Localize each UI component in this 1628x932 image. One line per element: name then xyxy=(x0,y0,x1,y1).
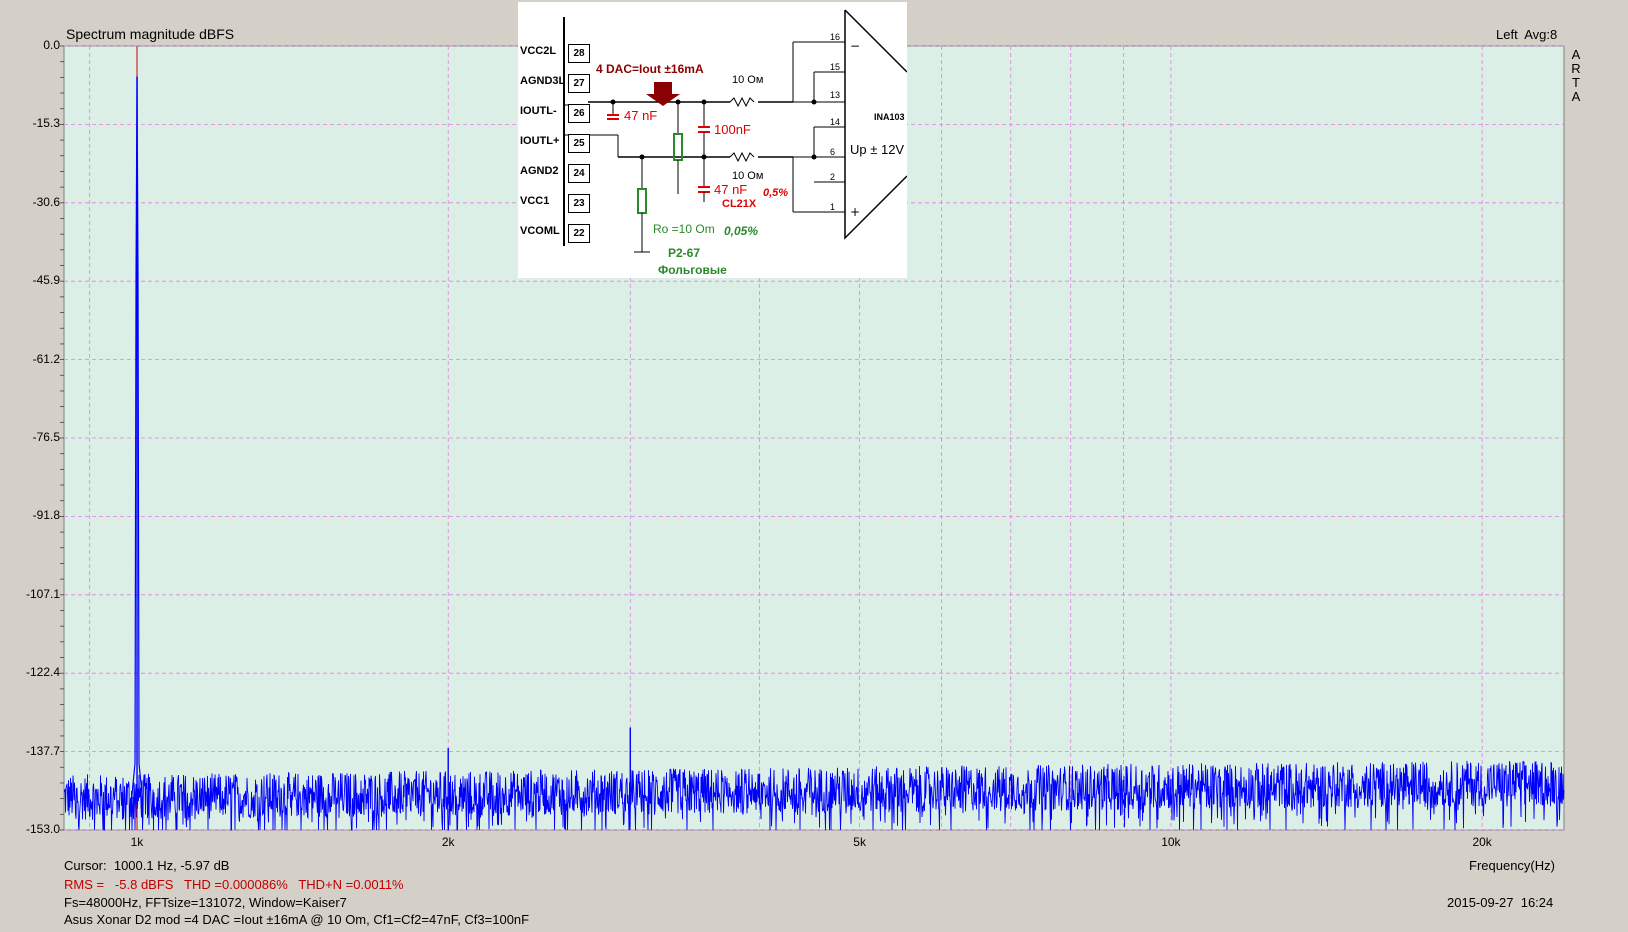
y-tick-label: -153.0 xyxy=(25,822,60,836)
resistor-type: P2-67 xyxy=(668,246,701,260)
x-tick-label: 5k xyxy=(853,835,866,849)
cap3-type: CL21X xyxy=(722,198,757,210)
cursor-readout: Cursor: 1000.1 Hz, -5.97 dB xyxy=(64,858,230,873)
timestamp: 2015-09-27 16:24 xyxy=(1447,895,1554,910)
y-tick-label: -15.3 xyxy=(32,116,60,131)
opamp-pin-number: 15 xyxy=(830,62,841,72)
ic-pin-name: AGND3L xyxy=(520,75,566,87)
ic-pin-name: AGND2 xyxy=(520,165,559,177)
res-top-label: 10 Ом xyxy=(732,74,764,86)
ic-pin-number: 24 xyxy=(568,164,590,183)
ic-pin-number: 27 xyxy=(568,74,590,93)
svg-text:+: + xyxy=(850,205,860,219)
y-tick-label: 0.0 xyxy=(43,38,60,52)
measurement-readout: RMS = -5.8 dBFS THD =0.000086% THD+N =0.… xyxy=(64,877,404,892)
supply-label: Up ± 12V xyxy=(850,142,905,157)
ro-label: Ro =10 Om xyxy=(653,222,715,236)
x-tick-label: 20k xyxy=(1472,835,1492,849)
y-tick-label: -107.1 xyxy=(25,586,60,601)
x-tick-label: 10k xyxy=(1161,835,1181,849)
y-tick-label: -76.5 xyxy=(32,430,60,444)
fft-params: Fs=48000Hz, FFTsize=131072, Window=Kaise… xyxy=(64,895,347,910)
ic-pin-number: 28 xyxy=(568,44,590,63)
opamp-pin-number: 6 xyxy=(830,147,836,157)
noise-floor-trace xyxy=(63,760,1565,831)
cap2-label: 100nF xyxy=(714,122,751,137)
schematic-overlay: − + VCC2L 28 AGND3L 27 IOUTL- 26 IOUTL+ 25 AGND2… xyxy=(518,2,907,278)
y-tick-label: -91.8 xyxy=(32,508,60,523)
ic-pin-name: VCC1 xyxy=(520,195,550,207)
ic-pin-name: VCC2L xyxy=(520,45,557,57)
ic-pin-name: VCOML xyxy=(520,225,560,237)
x-tick-label: 1k xyxy=(130,835,144,849)
fundamental-peak xyxy=(130,76,144,805)
cap3-tolerance: 0,5% xyxy=(763,187,789,199)
channel-label: Left Avg:8 xyxy=(1496,27,1558,42)
ic-pin-number: 26 xyxy=(568,104,590,123)
y-tick-label: -137.7 xyxy=(25,743,60,758)
resistor-kind: Фольговые xyxy=(658,263,727,277)
x-tick-label: 2k xyxy=(441,835,455,849)
dac-current-label: 4 DAC=Iout ±16mA xyxy=(596,62,704,76)
y-tick-label: -61.2 xyxy=(32,351,60,366)
opamp-model: INA103 xyxy=(874,112,905,122)
ic-pin-number: 23 xyxy=(568,194,590,213)
opamp-pin-number: 14 xyxy=(830,117,841,127)
opamp-pin-number: 1 xyxy=(830,202,836,212)
y-tick-label: -122.4 xyxy=(25,665,60,680)
ic-pin-name: IOUTL+ xyxy=(520,135,560,147)
opamp-pin-number: 16 xyxy=(830,32,841,42)
chart-title: Spectrum magnitude dBFS xyxy=(66,26,235,42)
res-bottom-label: 10 Ом xyxy=(732,170,764,182)
cap1-label: 47 nF xyxy=(624,108,658,123)
y-tick-label: -45.9 xyxy=(32,273,60,288)
opamp-pin-number: 13 xyxy=(830,90,841,100)
ic-pin-number: 25 xyxy=(568,134,590,153)
ic-pin-name: IOUTL- xyxy=(520,105,557,117)
arta-logo: A R T A xyxy=(1571,47,1581,104)
svg-text:−: − xyxy=(850,39,860,53)
measurement-description: Asus Xonar D2 mod =4 DAC =Iout ±16mA @ 1… xyxy=(64,912,530,927)
ro-tolerance: 0,05% xyxy=(724,224,759,238)
cap3-label: 47 nF xyxy=(714,182,748,197)
ic-pin-number: 22 xyxy=(568,224,590,243)
y-tick-label: -30.6 xyxy=(32,194,60,209)
schematic-wires: − + xyxy=(563,9,907,253)
opamp-pin-number: 2 xyxy=(830,172,836,182)
x-axis-label: Frequency(Hz) xyxy=(1469,858,1555,873)
